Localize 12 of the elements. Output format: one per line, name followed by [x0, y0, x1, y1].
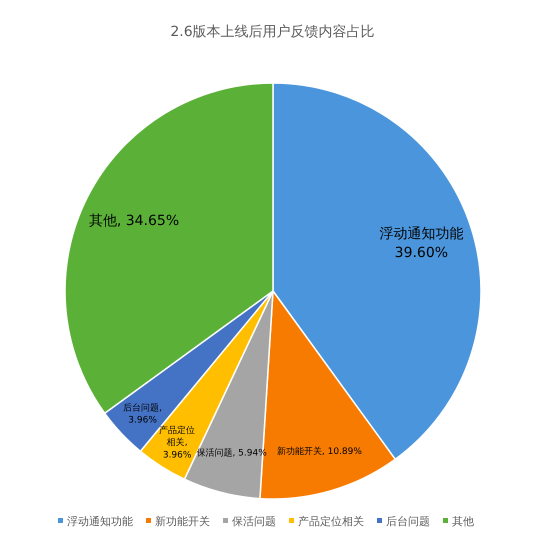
data-label: 新功能开关, 10.89%: [276, 446, 362, 457]
data-label: 后台问题, 3.96%: [123, 402, 162, 426]
legend-label: 产品定位相关: [298, 515, 364, 528]
data-label: 其他, 34.65%: [88, 213, 180, 230]
data-label: 产品定位相关, 3.96%: [159, 425, 196, 460]
chart-title: 2.6版本上线后用户反馈内容占比: [170, 24, 375, 40]
legend-label: 其他: [452, 515, 474, 528]
legend-label: 后台问题: [386, 515, 430, 528]
legend-label: 浮动通知功能: [67, 515, 133, 528]
legend-label: 保活问题: [232, 515, 276, 528]
data-label: 浮动通知功能 39.60%: [379, 226, 464, 262]
legend-label: 新功能开关: [155, 515, 210, 528]
